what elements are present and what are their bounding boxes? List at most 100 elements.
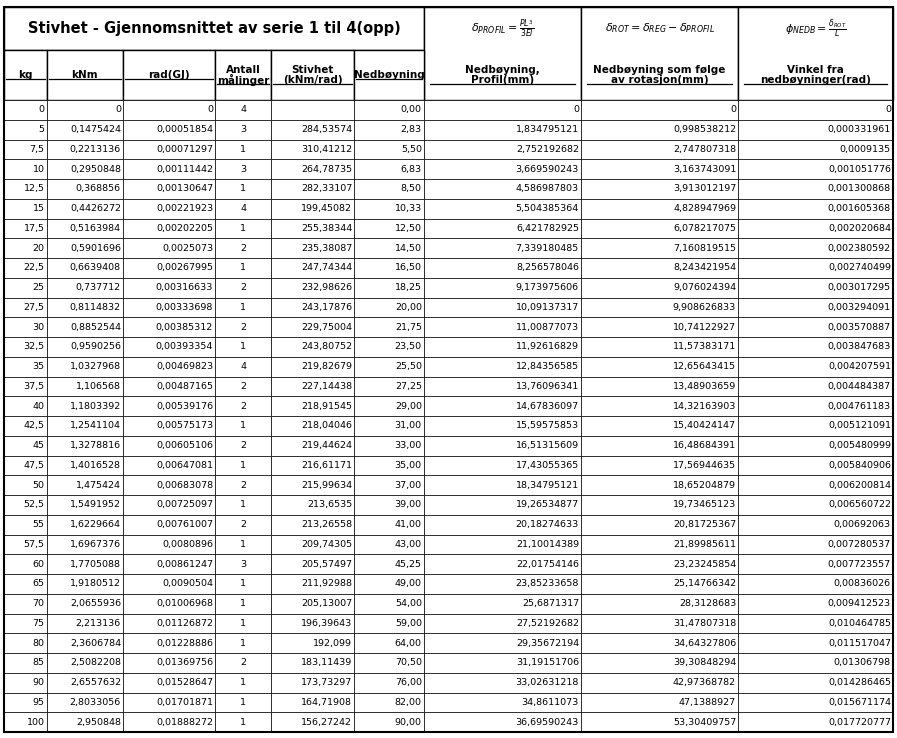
Text: 4: 4 [240, 204, 246, 213]
Text: 2,0655936: 2,0655936 [70, 599, 121, 608]
Bar [215, 633, 271, 653]
Bar [354, 317, 423, 337]
Bar [47, 199, 123, 218]
Bar [423, 139, 581, 159]
Bar [738, 475, 893, 495]
Text: 0,01528647: 0,01528647 [156, 678, 213, 687]
Bar [47, 435, 123, 455]
Bar [4, 7, 423, 50]
Bar [4, 120, 47, 139]
Bar [581, 258, 738, 277]
Bar [123, 100, 215, 120]
Text: rad(GJ): rad(GJ) [148, 70, 190, 80]
Text: 0,00692063: 0,00692063 [834, 520, 891, 529]
Bar [47, 297, 123, 317]
Bar [123, 495, 215, 514]
Text: 0,003017295: 0,003017295 [828, 283, 891, 292]
Bar [215, 317, 271, 337]
Text: 11,57383171: 11,57383171 [673, 342, 736, 351]
Text: 35,00: 35,00 [395, 461, 422, 470]
Text: 0,005840906: 0,005840906 [828, 461, 891, 470]
Text: 0,0025073: 0,0025073 [161, 244, 213, 252]
Text: 1,106568: 1,106568 [76, 382, 121, 391]
Bar [47, 218, 123, 238]
Bar [581, 495, 738, 514]
Bar [423, 633, 581, 653]
Text: 284,53574: 284,53574 [301, 125, 353, 134]
Bar [4, 50, 47, 100]
Text: 20,81725367: 20,81725367 [673, 520, 736, 529]
Text: 215,99634: 215,99634 [301, 480, 353, 489]
Text: 14,32163903: 14,32163903 [673, 401, 736, 410]
Bar [423, 238, 581, 258]
Bar [423, 337, 581, 356]
Text: 70: 70 [32, 599, 45, 608]
Text: 21,75: 21,75 [395, 323, 422, 331]
Bar [4, 554, 47, 574]
Bar [423, 317, 581, 337]
Bar [354, 218, 423, 238]
Text: 31,00: 31,00 [395, 421, 422, 430]
Text: 1: 1 [240, 678, 246, 687]
Text: 0: 0 [207, 106, 213, 114]
Text: 1,834795121: 1,834795121 [516, 125, 579, 134]
Bar [4, 435, 47, 455]
Bar [423, 416, 581, 435]
Bar [423, 376, 581, 396]
Bar [47, 455, 123, 475]
Text: 0,00469823: 0,00469823 [156, 362, 213, 371]
Text: 2: 2 [240, 401, 246, 410]
Bar [47, 337, 123, 356]
Bar [271, 277, 354, 297]
Text: 1,1803392: 1,1803392 [70, 401, 121, 410]
Bar [354, 712, 423, 732]
Text: 75: 75 [32, 619, 45, 628]
Bar [123, 673, 215, 692]
Bar [271, 692, 354, 712]
Bar [423, 712, 581, 732]
Text: 17,56944635: 17,56944635 [673, 461, 736, 470]
Text: 30: 30 [32, 323, 45, 331]
Bar [423, 574, 581, 594]
Text: $\delta_{PROFIL} = \frac{PL^3}{3EI}$: $\delta_{PROFIL} = \frac{PL^3}{3EI}$ [471, 18, 534, 38]
Text: 0,737712: 0,737712 [76, 283, 121, 292]
Bar [215, 337, 271, 356]
Text: 2,6557632: 2,6557632 [70, 678, 121, 687]
Bar [271, 50, 354, 100]
Text: 2,8033056: 2,8033056 [70, 698, 121, 707]
Text: 1,5491952: 1,5491952 [70, 500, 121, 509]
Text: 0,004207591: 0,004207591 [828, 362, 891, 371]
Text: 1,6967376: 1,6967376 [70, 540, 121, 549]
Text: 33,00: 33,00 [395, 441, 422, 450]
Text: 156,27242: 156,27242 [301, 717, 353, 727]
Bar [738, 7, 893, 100]
Text: 45,25: 45,25 [395, 559, 422, 568]
Bar [123, 199, 215, 218]
Bar [738, 495, 893, 514]
Text: 1: 1 [240, 619, 246, 628]
Text: 8,256578046: 8,256578046 [516, 263, 579, 272]
Bar [123, 159, 215, 179]
Bar [215, 356, 271, 376]
Bar [423, 258, 581, 277]
Text: 17,5: 17,5 [23, 224, 45, 233]
Bar [738, 514, 893, 534]
Bar [271, 435, 354, 455]
Bar [123, 712, 215, 732]
Bar [215, 692, 271, 712]
Bar [581, 218, 738, 238]
Bar [271, 356, 354, 376]
Text: 0,8852544: 0,8852544 [70, 323, 121, 331]
Bar [271, 199, 354, 218]
Bar [581, 396, 738, 416]
Bar [215, 50, 271, 100]
Text: nedbøyninger(rad): nedbøyninger(rad) [760, 75, 871, 85]
Text: 164,71908: 164,71908 [301, 698, 353, 707]
Text: 0,01369756: 0,01369756 [156, 658, 213, 667]
Text: 0,01306798: 0,01306798 [834, 658, 891, 667]
Text: 0,006560722: 0,006560722 [828, 500, 891, 509]
Bar [47, 554, 123, 574]
Bar [215, 534, 271, 554]
Text: 57,5: 57,5 [23, 540, 45, 549]
Text: Stivhet: Stivhet [292, 65, 334, 75]
